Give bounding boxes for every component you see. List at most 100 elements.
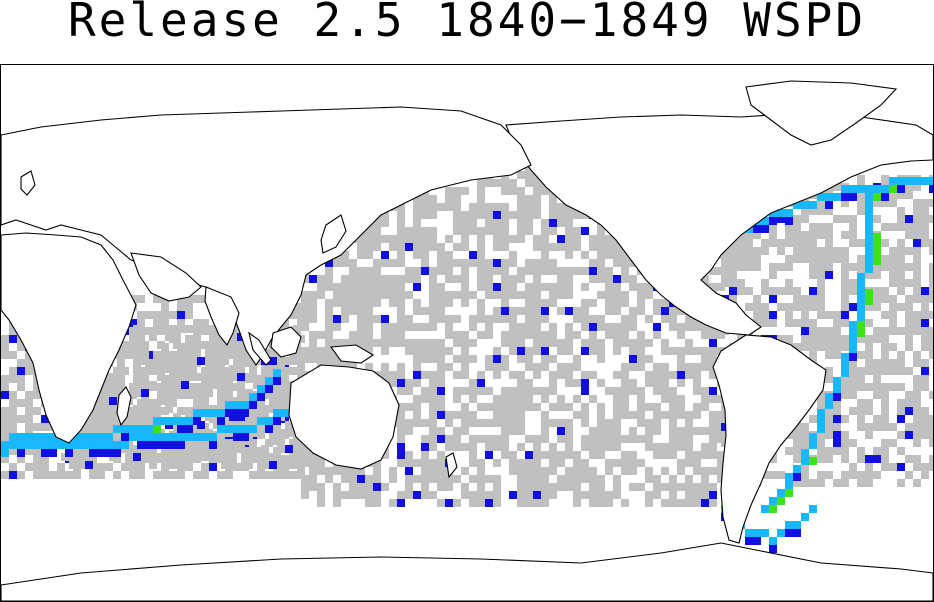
lane-cell <box>65 441 73 449</box>
grid-cell <box>677 371 685 379</box>
grid-cell <box>149 333 157 341</box>
grid-cell <box>873 295 881 303</box>
grid-cell <box>865 351 873 359</box>
grid-cell <box>605 467 613 475</box>
grid-cell <box>881 223 889 231</box>
lane-cell <box>225 401 233 409</box>
grid-cell <box>373 235 381 243</box>
grid-cell <box>809 335 817 343</box>
grid-cell <box>809 287 817 295</box>
grid-cell <box>913 431 921 439</box>
grid-cell <box>1 391 9 399</box>
grid-cell <box>281 471 289 479</box>
grid-cell <box>929 287 933 295</box>
grid-cell <box>857 375 865 383</box>
grid-cell <box>161 311 169 319</box>
grid-cell <box>661 451 669 459</box>
grid-cell <box>833 423 841 431</box>
grid-cell <box>213 365 221 373</box>
grid-cell <box>785 287 793 295</box>
grid-cell <box>341 307 349 315</box>
grid-cell <box>613 427 621 435</box>
grid-cell <box>365 483 373 491</box>
grid-cell <box>729 295 737 303</box>
grid-cell <box>525 307 533 315</box>
grid-cell <box>333 299 341 307</box>
grid-cell <box>517 403 525 411</box>
grid-cell <box>405 451 413 459</box>
grid-cell <box>833 399 841 407</box>
grid-cell <box>849 279 857 287</box>
grid-cell <box>173 325 181 333</box>
grid-cell <box>389 299 397 307</box>
grid-cell <box>469 259 477 267</box>
grid-cell <box>589 395 597 403</box>
grid-cell <box>685 371 693 379</box>
grid-cell <box>653 483 661 491</box>
grid-cell <box>325 347 333 355</box>
grid-cell <box>437 203 445 211</box>
grid-cell <box>501 331 509 339</box>
grid-cell <box>669 451 677 459</box>
grid-cell <box>9 367 17 375</box>
grid-cell <box>581 315 589 323</box>
grid-cell <box>453 187 461 195</box>
grid-cell <box>517 235 525 243</box>
grid-cell <box>685 411 693 419</box>
grid-cell <box>225 439 233 447</box>
grid-cell <box>453 259 461 267</box>
grid-cell <box>873 303 881 311</box>
lane-cell <box>857 289 865 297</box>
grid-cell <box>629 323 637 331</box>
grid-cell <box>801 335 809 343</box>
grid-cell <box>445 203 453 211</box>
grid-cell <box>261 453 269 461</box>
grid-cell <box>597 275 605 283</box>
grid-cell <box>817 287 825 295</box>
grid-cell <box>645 435 653 443</box>
grid-cell <box>373 219 381 227</box>
grid-cell <box>333 323 341 331</box>
grid-cell <box>221 341 229 349</box>
lane-cell <box>841 369 849 377</box>
grid-cell <box>613 403 621 411</box>
grid-cell <box>341 259 349 267</box>
grid-cell <box>373 475 381 483</box>
grid-cell <box>317 467 325 475</box>
grid-cell <box>841 375 849 383</box>
grid-cell <box>477 467 485 475</box>
grid-cell <box>525 379 533 387</box>
grid-cell <box>597 355 605 363</box>
grid-cell <box>653 475 661 483</box>
grid-cell <box>421 251 429 259</box>
grid-cell <box>669 315 677 323</box>
lane-cell <box>881 193 889 201</box>
grid-cell <box>357 475 365 483</box>
grid-cell <box>493 435 501 443</box>
grid-cell <box>165 405 173 413</box>
grid-cell <box>613 323 621 331</box>
grid-cell <box>693 403 701 411</box>
grid-cell <box>581 251 589 259</box>
grid-cell <box>413 211 421 219</box>
grid-cell <box>709 339 717 347</box>
grid-cell <box>693 379 701 387</box>
grid-cell <box>461 291 469 299</box>
grid-cell <box>865 343 873 351</box>
grid-cell <box>57 471 65 479</box>
grid-cell <box>581 347 589 355</box>
lane-cell <box>785 209 793 217</box>
grid-cell <box>153 319 161 327</box>
grid-cell <box>637 347 645 355</box>
lane-cell <box>857 185 865 193</box>
grid-cell <box>509 251 517 259</box>
grid-cell <box>453 203 461 211</box>
grid-cell <box>517 227 525 235</box>
grid-cell <box>905 455 913 463</box>
grid-cell <box>341 291 349 299</box>
grid-cell <box>573 267 581 275</box>
grid-cell <box>701 363 709 371</box>
grid-cell <box>533 179 541 187</box>
grid-cell <box>653 491 661 499</box>
lane-cell <box>841 361 849 369</box>
